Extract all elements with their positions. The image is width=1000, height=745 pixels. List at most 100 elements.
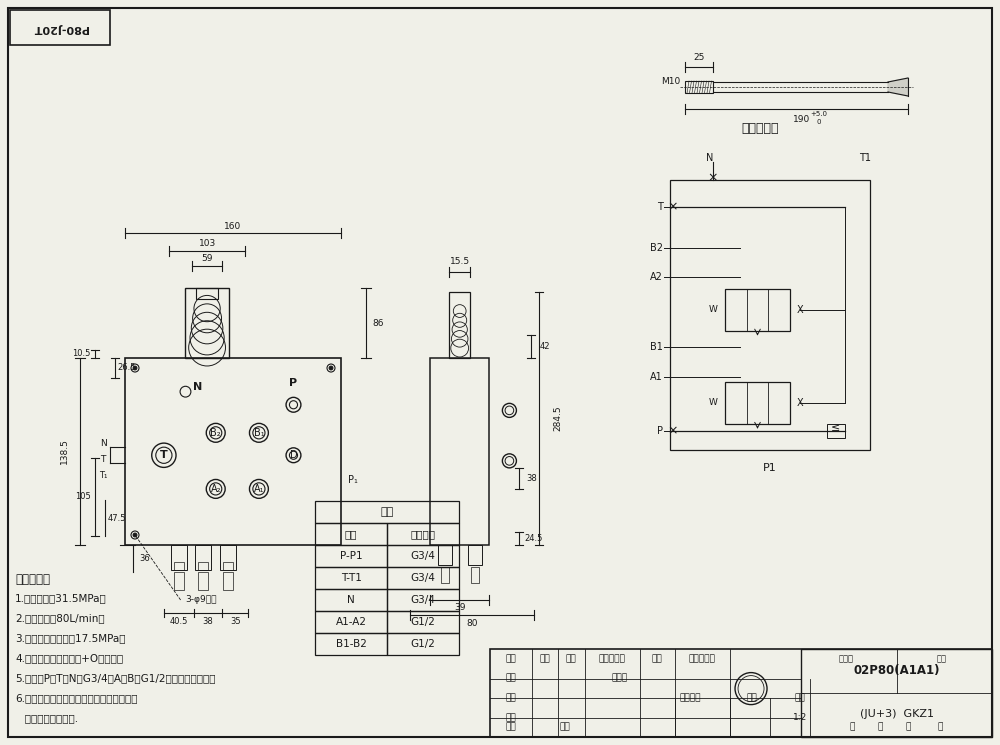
Text: 比例: 比例 (795, 694, 805, 703)
Text: 数: 数 (877, 723, 883, 732)
Circle shape (180, 386, 191, 397)
Text: A₁: A₁ (254, 484, 264, 494)
Text: G3/4: G3/4 (411, 573, 435, 583)
Text: A1: A1 (650, 372, 663, 382)
Text: 1.公称压力：31.5MPa；: 1.公称压力：31.5MPa； (15, 593, 107, 603)
Bar (471, 567, 479, 583)
Text: ×: × (708, 171, 718, 185)
Text: X: X (797, 305, 803, 314)
Text: P80-J20T: P80-J20T (32, 23, 88, 33)
Text: 138.5: 138.5 (60, 439, 69, 464)
Bar (801, 649, 992, 737)
Text: P₁: P₁ (348, 475, 358, 484)
Bar (387, 567, 459, 589)
Text: N: N (706, 153, 714, 163)
Text: T: T (160, 450, 168, 460)
Text: 阀体: 阀体 (380, 507, 394, 517)
Text: 0: 0 (816, 119, 821, 125)
Bar (198, 572, 208, 590)
Text: N: N (193, 381, 202, 392)
Text: A2: A2 (650, 272, 663, 282)
Text: 2.公称流量：80L/min；: 2.公称流量：80L/min； (15, 613, 105, 623)
Bar (725, 288, 790, 331)
Circle shape (133, 533, 137, 537)
Text: M10: M10 (661, 77, 680, 86)
Text: 阶段标记: 阶段标记 (679, 694, 701, 703)
Text: G3/4: G3/4 (411, 595, 435, 605)
Text: 190: 190 (793, 115, 810, 124)
Text: 80: 80 (466, 618, 478, 627)
Text: B₁: B₁ (254, 428, 264, 438)
Text: B2: B2 (650, 243, 663, 253)
Bar (223, 562, 233, 570)
Bar (315, 501, 459, 523)
Text: D: D (290, 450, 297, 460)
Text: T₁: T₁ (99, 471, 107, 480)
Text: 审核: 审核 (506, 713, 516, 722)
Text: ×: × (668, 425, 678, 437)
Text: 6.阀体表面磷化处理，安全阀及螺堵镀锌，: 6.阀体表面磷化处理，安全阀及螺堵镀锌， (15, 693, 138, 703)
Text: 4.控制方式：弹簧复拉+O型阀杆；: 4.控制方式：弹簧复拉+O型阀杆； (15, 653, 123, 663)
Text: W: W (709, 399, 717, 408)
Bar (725, 381, 790, 424)
Bar (315, 633, 387, 655)
Bar (468, 545, 482, 565)
Text: X: X (797, 398, 803, 408)
Text: (JU+3)  GKZ1: (JU+3) GKZ1 (860, 709, 934, 719)
Text: 160: 160 (224, 222, 242, 231)
Text: 10.5: 10.5 (72, 349, 90, 358)
Text: 批准: 批准 (560, 723, 570, 732)
Text: 重量: 重量 (747, 694, 757, 703)
Text: 校对: 校对 (506, 694, 516, 703)
Text: A₂: A₂ (210, 484, 221, 494)
Text: B1-B2: B1-B2 (336, 639, 366, 649)
Bar (387, 523, 459, 545)
Bar (315, 523, 387, 545)
Text: G3/4: G3/4 (411, 551, 435, 561)
Text: 25: 25 (693, 52, 705, 62)
Text: N: N (100, 439, 106, 448)
Text: 签名: 签名 (652, 654, 662, 663)
Text: 105: 105 (75, 492, 91, 501)
Text: 设计: 设计 (506, 673, 516, 682)
Bar (430, 358, 489, 545)
Bar (198, 562, 208, 570)
Text: ×: × (668, 200, 678, 214)
Text: P1: P1 (763, 463, 777, 473)
Bar (10, 10, 110, 45)
Text: ≤: ≤ (831, 423, 841, 433)
Text: 38: 38 (203, 617, 213, 626)
Bar (223, 572, 233, 590)
Text: 284.5: 284.5 (553, 405, 562, 431)
Text: 59: 59 (201, 254, 213, 263)
Text: 35: 35 (230, 617, 240, 626)
Text: 接口: 接口 (345, 529, 357, 539)
Text: T1: T1 (859, 153, 871, 163)
Text: P: P (657, 426, 663, 436)
Text: 第: 第 (905, 723, 911, 732)
Polygon shape (888, 78, 908, 96)
Text: 数量: 数量 (540, 654, 550, 663)
Text: 24.5: 24.5 (524, 534, 543, 543)
Text: W: W (709, 305, 717, 314)
Text: 标记: 标记 (506, 654, 516, 663)
Text: 3-φ9通孔: 3-φ9通孔 (185, 595, 216, 604)
Bar (220, 545, 236, 570)
Bar (387, 611, 459, 633)
Text: 39: 39 (454, 603, 465, 612)
Text: 15.5: 15.5 (450, 257, 470, 267)
Text: B1: B1 (650, 343, 663, 352)
Bar (387, 589, 459, 611)
Text: +5.0: +5.0 (810, 111, 827, 117)
Text: T: T (657, 202, 663, 212)
Text: 版本号: 版本号 (839, 654, 854, 663)
Bar (315, 589, 387, 611)
Text: 工艺: 工艺 (506, 723, 516, 732)
Bar (125, 358, 341, 545)
Bar (670, 180, 870, 450)
Text: 分区: 分区 (566, 654, 576, 663)
Bar (315, 567, 387, 589)
Text: 36: 36 (140, 554, 150, 563)
Text: P: P (289, 378, 298, 387)
Text: 26.5: 26.5 (118, 364, 136, 372)
